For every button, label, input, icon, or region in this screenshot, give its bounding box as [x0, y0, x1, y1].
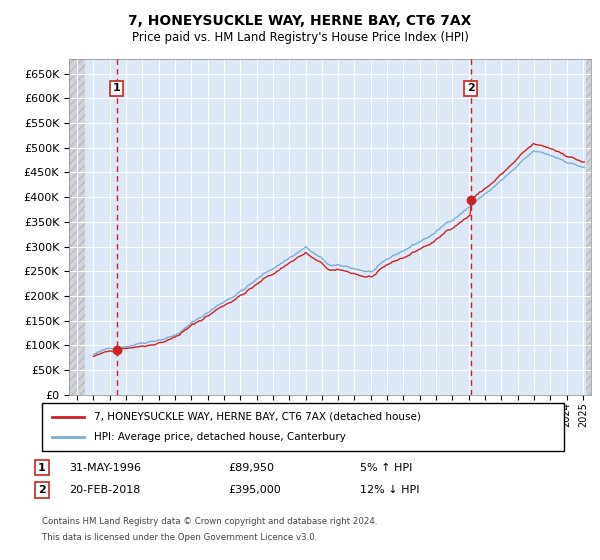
- Text: Price paid vs. HM Land Registry's House Price Index (HPI): Price paid vs. HM Land Registry's House …: [131, 31, 469, 44]
- Text: £395,000: £395,000: [228, 485, 281, 495]
- Text: 2: 2: [467, 83, 475, 94]
- Text: 31-MAY-1996: 31-MAY-1996: [69, 463, 141, 473]
- Text: 7, HONEYSUCKLE WAY, HERNE BAY, CT6 7AX: 7, HONEYSUCKLE WAY, HERNE BAY, CT6 7AX: [128, 14, 472, 28]
- Text: 2: 2: [38, 485, 46, 495]
- Text: 20-FEB-2018: 20-FEB-2018: [69, 485, 140, 495]
- FancyBboxPatch shape: [42, 403, 564, 451]
- Text: 1: 1: [38, 463, 46, 473]
- Text: 7, HONEYSUCKLE WAY, HERNE BAY, CT6 7AX (detached house): 7, HONEYSUCKLE WAY, HERNE BAY, CT6 7AX (…: [94, 412, 421, 422]
- Text: £89,950: £89,950: [228, 463, 274, 473]
- Text: Contains HM Land Registry data © Crown copyright and database right 2024.: Contains HM Land Registry data © Crown c…: [42, 517, 377, 526]
- Text: HPI: Average price, detached house, Canterbury: HPI: Average price, detached house, Cant…: [94, 432, 346, 442]
- Text: 5% ↑ HPI: 5% ↑ HPI: [360, 463, 412, 473]
- Text: This data is licensed under the Open Government Licence v3.0.: This data is licensed under the Open Gov…: [42, 533, 317, 542]
- Text: 12% ↓ HPI: 12% ↓ HPI: [360, 485, 419, 495]
- Text: 1: 1: [113, 83, 121, 94]
